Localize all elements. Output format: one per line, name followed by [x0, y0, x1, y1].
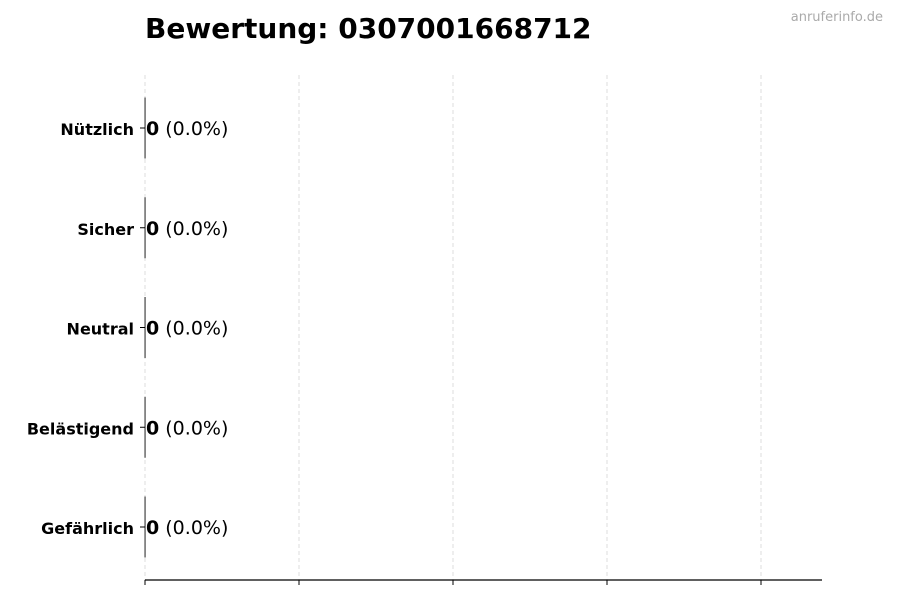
data-label-count: 0	[146, 417, 159, 439]
data-label: 0 (0.0%)	[146, 218, 228, 240]
data-label-percent: (0.0%)	[159, 318, 228, 340]
data-label-count: 0	[146, 218, 159, 240]
y-tick-label: Nützlich	[60, 120, 134, 139]
data-label-count: 0	[146, 118, 159, 140]
y-tick-label: Sicher	[77, 220, 134, 239]
data-label: 0 (0.0%)	[146, 318, 228, 340]
data-label-percent: (0.0%)	[159, 417, 228, 439]
data-label: 0 (0.0%)	[146, 517, 228, 539]
data-label-count: 0	[146, 517, 159, 539]
y-tick-label: Belästigend	[27, 419, 134, 438]
data-label-percent: (0.0%)	[159, 517, 228, 539]
data-label-percent: (0.0%)	[159, 118, 228, 140]
data-label: 0 (0.0%)	[146, 417, 228, 439]
data-label-count: 0	[146, 318, 159, 340]
chart-title: Bewertung: 0307001668712	[145, 12, 592, 45]
data-label: 0 (0.0%)	[146, 118, 228, 140]
y-tick-label: Neutral	[67, 320, 134, 339]
y-tick-label: Gefährlich	[41, 519, 134, 538]
data-label-percent: (0.0%)	[159, 218, 228, 240]
watermark: anruferinfo.de	[790, 10, 883, 25]
